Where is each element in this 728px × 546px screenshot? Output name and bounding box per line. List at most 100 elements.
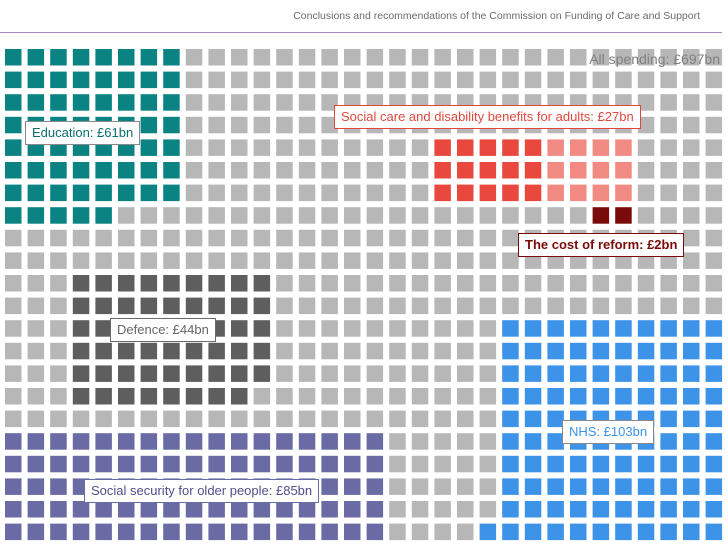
waffle-cell-other — [231, 229, 248, 247]
waffle-cell-nhs — [570, 501, 587, 518]
waffle-cell-social-care-and-disability-benefits-for-adults — [434, 162, 451, 179]
waffle-cell-nhs — [683, 342, 700, 360]
waffle-cell-other — [27, 297, 45, 315]
waffle-cell-other — [457, 501, 474, 518]
waffle-cell-other — [95, 229, 112, 247]
waffle-cell-social-care-and-disability-benefits-for-adults — [479, 162, 497, 179]
waffle-cell-other — [50, 320, 67, 337]
waffle-cell-social-care — [592, 162, 610, 179]
waffle-cell-other — [253, 139, 271, 156]
waffle-cell-nhs — [615, 478, 632, 495]
waffle-cell-social-security-for-older-people — [231, 501, 248, 518]
waffle-cell-other — [163, 207, 180, 224]
waffle-cell-other — [321, 252, 338, 269]
waffle-cell-other — [434, 229, 451, 247]
waffle-cell-defence — [140, 297, 158, 315]
waffle-cell-social-security-for-older-people — [140, 501, 158, 518]
waffle-cell-nhs — [524, 478, 542, 495]
waffle-cell-education — [27, 94, 45, 111]
nhs-label: NHS: £103bn — [562, 420, 655, 444]
waffle-cell-nhs — [479, 523, 497, 541]
waffle-cell-other — [208, 94, 225, 111]
waffle-cell-other — [298, 71, 316, 89]
waffle-cell-defence — [118, 365, 135, 382]
waffle-cell-other — [50, 410, 67, 428]
waffle-cell-other — [163, 252, 180, 269]
waffle-cell-other — [683, 252, 700, 269]
waffle-cell-other — [366, 342, 384, 360]
waffle-cell-education — [50, 207, 67, 224]
waffle-cell-other — [683, 116, 700, 134]
waffle-cell-other — [434, 455, 451, 473]
waffle-cell-other — [5, 365, 22, 382]
waffle-cell-other — [683, 49, 700, 66]
waffle-cell-social-security-for-older-people — [366, 501, 384, 518]
waffle-cell-other — [502, 297, 519, 315]
waffle-cell-other — [637, 71, 655, 89]
waffle-cell-nhs — [524, 455, 542, 473]
waffle-cell-social-security-for-older-people — [50, 478, 67, 495]
waffle-cell-social-security-for-older-people — [321, 523, 338, 541]
waffle-cell-nhs — [502, 320, 519, 337]
waffle-cell-other — [502, 229, 519, 247]
waffle-cell-social-security-for-older-people — [276, 455, 293, 473]
waffle-cell-nhs — [547, 388, 564, 405]
waffle-cell-social-care — [547, 184, 564, 202]
waffle-cell-other — [253, 94, 271, 111]
waffle-cell-nhs — [570, 523, 587, 541]
waffle-cell-other — [411, 297, 429, 315]
waffle-cell-other — [479, 71, 497, 89]
waffle-cell-other — [479, 252, 497, 269]
waffle-cell-other — [208, 207, 225, 224]
waffle-cell-nhs — [660, 455, 677, 473]
waffle-cell-nhs — [502, 501, 519, 518]
waffle-cell-other — [389, 365, 406, 382]
waffle-cell-education — [140, 162, 158, 179]
waffle-cell-other — [50, 229, 67, 247]
waffle-cell-other — [434, 297, 451, 315]
waffle-cell-other — [5, 297, 22, 315]
waffle-cell-other — [27, 365, 45, 382]
waffle-cell-defence — [208, 275, 225, 292]
waffle-cell-other — [321, 275, 338, 292]
waffle-cell-nhs — [524, 433, 542, 450]
waffle-cell-other — [321, 229, 338, 247]
waffle-cell-social-security-for-older-people — [344, 433, 361, 450]
waffle-cell-other — [321, 320, 338, 337]
waffle-cell-other — [479, 388, 497, 405]
waffle-cell-other — [50, 342, 67, 360]
waffle-cell-other — [705, 94, 723, 111]
waffle-cell-education — [118, 49, 135, 66]
waffle-cell-nhs — [637, 501, 655, 518]
waffle-cell-nhs — [502, 365, 519, 382]
waffle-cell-nhs — [637, 320, 655, 337]
waffle-cell-social-security-for-older-people — [231, 433, 248, 450]
waffle-cell-other — [253, 71, 271, 89]
waffle-cell-other — [344, 184, 361, 202]
waffle-cell-other — [5, 252, 22, 269]
waffle-cell-social-security-for-older-people — [5, 455, 22, 473]
waffle-cell-other — [276, 49, 293, 66]
waffle-cell-social-security-for-older-people — [253, 523, 271, 541]
waffle-cell-education — [72, 94, 90, 111]
waffle-cell-nhs — [705, 523, 723, 541]
waffle-cell-other — [683, 139, 700, 156]
waffle-cell-defence — [231, 365, 248, 382]
waffle-cell-defence — [140, 365, 158, 382]
waffle-cell-other — [547, 207, 564, 224]
waffle-cell-social-security-for-older-people — [95, 433, 112, 450]
waffle-cell-other — [457, 455, 474, 473]
waffle-cell-other — [411, 275, 429, 292]
waffle-cell-nhs — [570, 455, 587, 473]
waffle-cell-education — [118, 94, 135, 111]
waffle-cell-other — [705, 184, 723, 202]
waffle-cell-nhs — [502, 410, 519, 428]
waffle-cell-defence — [163, 275, 180, 292]
waffle-cell-social-care — [592, 139, 610, 156]
waffle-cell-the-cost-of-reform — [615, 207, 632, 224]
waffle-cell-social-security-for-older-people — [50, 433, 67, 450]
waffle-cell-other — [411, 433, 429, 450]
waffle-cell-social-security-for-older-people — [185, 433, 203, 450]
waffle-cell-education — [50, 49, 67, 66]
waffle-cell-defence — [253, 275, 271, 292]
